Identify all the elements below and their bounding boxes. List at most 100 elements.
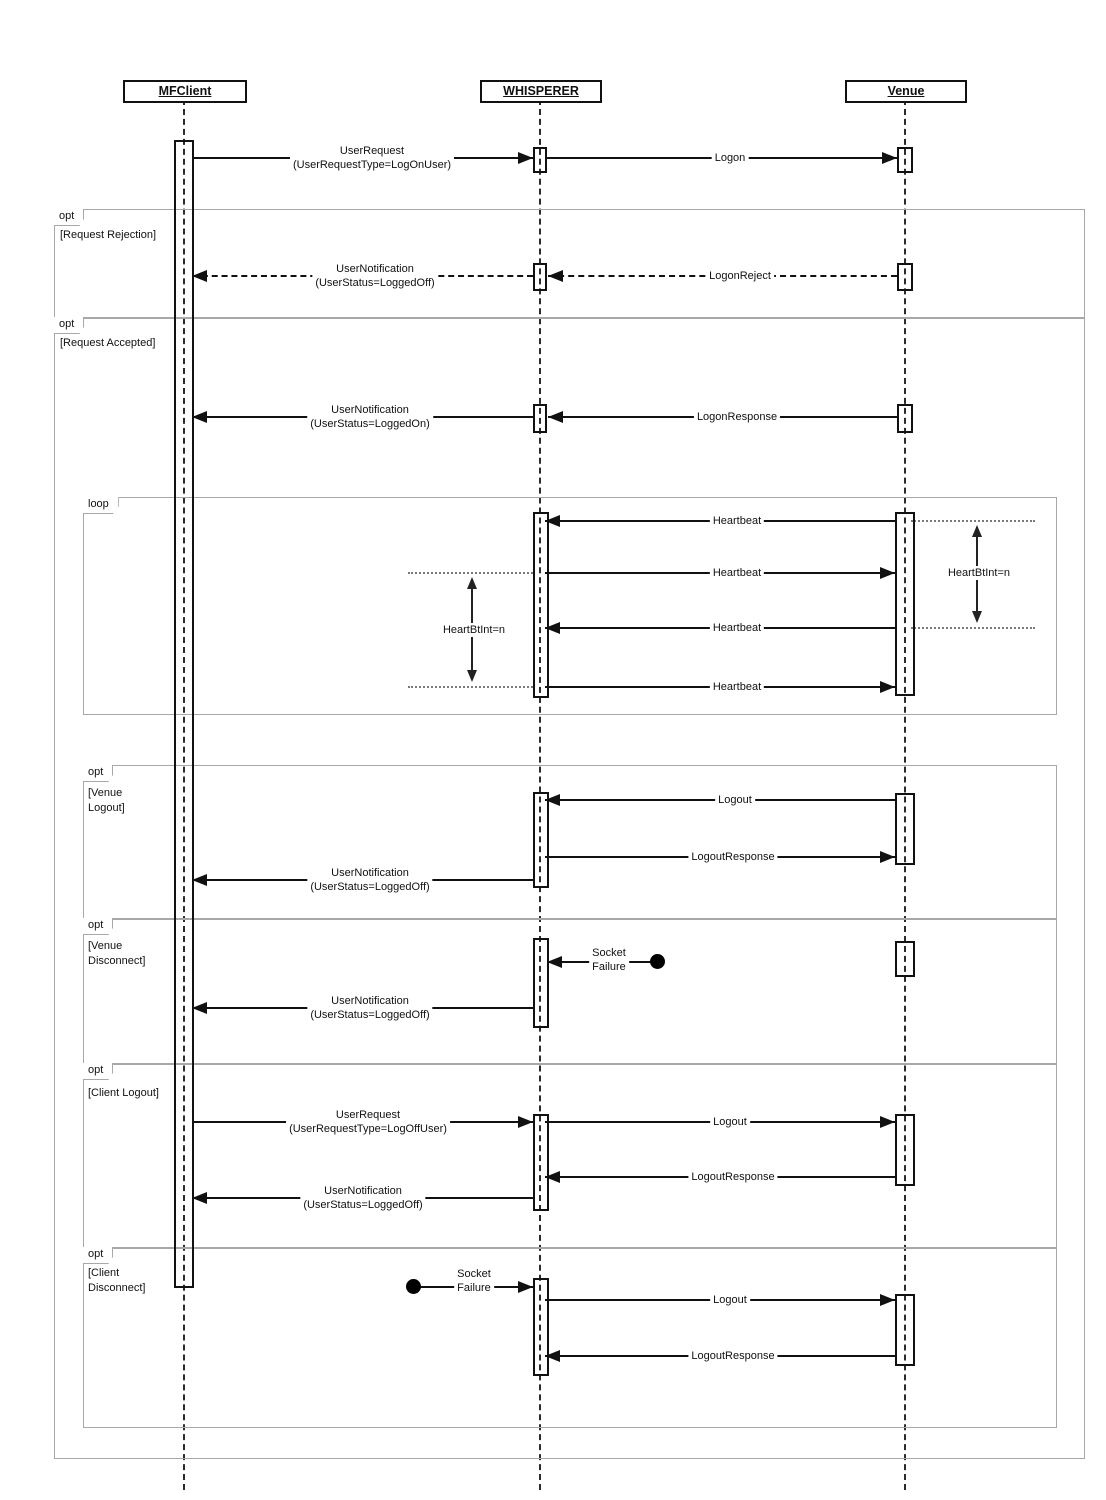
activation-mfclient-session bbox=[174, 140, 194, 1288]
message-label-logout-response: LogoutResponse bbox=[688, 1170, 778, 1184]
frame-opt-venue-logout bbox=[83, 765, 1057, 920]
message-label-logout: Logout bbox=[715, 793, 755, 807]
activation-venue-vlogout bbox=[895, 793, 915, 865]
guide-dotted-right-bottom bbox=[911, 627, 1035, 629]
arrowhead bbox=[545, 515, 560, 527]
message-label-socket-failure-venue: Socket Failure bbox=[589, 946, 629, 974]
arrowhead bbox=[547, 956, 562, 968]
message-label-user-request-logoff: UserRequest (UserRequestType=LogOffUser) bbox=[286, 1108, 450, 1136]
activation-venue-cdisc bbox=[895, 1294, 915, 1366]
arrowhead bbox=[545, 1350, 560, 1362]
message-label-heartbeat: Heartbeat bbox=[709, 621, 765, 635]
activation-venue-vdisc bbox=[895, 941, 915, 977]
label-heartbtint-right: HeartBtInt=n bbox=[944, 566, 1014, 580]
message-label-user-notification-loggedoff-reject: UserNotification (UserStatus=LoggedOff) bbox=[312, 262, 438, 290]
arrowhead bbox=[545, 622, 560, 634]
activation-venue-loop bbox=[895, 512, 915, 696]
frame-opt-client-logout bbox=[83, 1063, 1057, 1249]
activation-whisperer-loop bbox=[533, 512, 549, 698]
lifeline-whisperer bbox=[539, 99, 541, 1490]
guide-dotted-left-bottom bbox=[408, 686, 533, 688]
frame-opt-request-rejection bbox=[54, 209, 1085, 319]
message-label-logon-reject: LogonReject bbox=[706, 269, 774, 283]
found-message-dot-venue bbox=[650, 954, 665, 969]
arrowhead bbox=[880, 851, 895, 863]
message-label-heartbeat: Heartbeat bbox=[709, 514, 765, 528]
message-label-user-notification-loggedon: UserNotification (UserStatus=LoggedOn) bbox=[307, 403, 433, 431]
arrowhead-down bbox=[972, 611, 982, 623]
message-label-socket-failure-client: Socket Failure bbox=[454, 1267, 494, 1295]
actor-mfclient: MFClient bbox=[123, 80, 247, 103]
guard-client-disconnect: [Client Disconnect] bbox=[88, 1267, 146, 1294]
arrowhead bbox=[518, 1116, 533, 1128]
lifeline-mfclient bbox=[183, 99, 185, 1490]
arrowhead bbox=[548, 411, 563, 423]
activation-whisperer-logon bbox=[533, 147, 547, 173]
activation-venue-response bbox=[897, 404, 913, 433]
frame-loop-heartbeat bbox=[83, 497, 1057, 715]
frame-tab-opt: opt bbox=[83, 765, 114, 782]
message-label-user-notification-clogout: UserNotification (UserStatus=LoggedOff) bbox=[300, 1184, 426, 1212]
found-message-dot-client bbox=[406, 1279, 421, 1294]
arrowhead bbox=[880, 1116, 895, 1128]
arrowhead-down bbox=[467, 670, 477, 682]
activation-whisperer-clogout bbox=[533, 1114, 549, 1211]
frame-tab-opt: opt bbox=[54, 209, 85, 226]
guard-request-rejection: [Request Rejection] bbox=[60, 229, 156, 241]
message-label-heartbeat: Heartbeat bbox=[709, 680, 765, 694]
activation-venue-clogout bbox=[895, 1114, 915, 1186]
arrowhead bbox=[192, 1192, 207, 1204]
arrowhead bbox=[548, 270, 563, 282]
frame-opt-client-disconnect bbox=[83, 1247, 1057, 1428]
frame-tab-opt: opt bbox=[83, 1063, 114, 1080]
arrowhead bbox=[880, 567, 895, 579]
arrowhead bbox=[880, 1294, 895, 1306]
frame-tab-opt: opt bbox=[54, 317, 85, 334]
arrowhead bbox=[192, 874, 207, 886]
frame-tab-opt: opt bbox=[83, 918, 114, 935]
message-label-logout-response: LogoutResponse bbox=[688, 1349, 778, 1363]
message-label-user-notification-vdisc: UserNotification (UserStatus=LoggedOff) bbox=[307, 994, 433, 1022]
arrowhead bbox=[518, 152, 533, 164]
arrowhead bbox=[545, 1171, 560, 1183]
activation-venue-reject bbox=[897, 263, 913, 291]
arrowhead bbox=[880, 681, 895, 693]
guard-request-accepted: [Request Accepted] bbox=[60, 337, 156, 349]
actor-venue: Venue bbox=[845, 80, 967, 103]
message-label-logon-response: LogonResponse bbox=[693, 410, 781, 424]
message-label-logout: Logout bbox=[710, 1115, 750, 1129]
message-label-heartbeat: Heartbeat bbox=[709, 566, 765, 580]
arrowhead bbox=[192, 1002, 207, 1014]
guide-dotted-left-top bbox=[408, 572, 533, 574]
message-label-user-request-logon: UserRequest (UserRequestType=LogOnUser) bbox=[289, 144, 455, 172]
guide-dotted-right-top bbox=[911, 520, 1035, 522]
actor-whisperer: WHISPERER bbox=[480, 80, 602, 103]
actor-label-whisperer: WHISPERER bbox=[503, 84, 579, 98]
guard-venue-logout: [Venue Logout] bbox=[88, 787, 125, 814]
arrowhead bbox=[882, 152, 897, 164]
guard-venue-disconnect: [Venue Disconnect] bbox=[88, 940, 146, 967]
arrowhead bbox=[518, 1281, 533, 1293]
arrowhead bbox=[192, 411, 207, 423]
message-label-logout: Logout bbox=[710, 1293, 750, 1307]
activation-venue-logon bbox=[897, 147, 913, 173]
frame-tab-loop: loop bbox=[83, 497, 119, 514]
activation-whisperer-reject bbox=[533, 263, 547, 291]
actor-label-mfclient: MFClient bbox=[158, 84, 212, 98]
guard-client-logout: [Client Logout] bbox=[88, 1087, 159, 1099]
label-heartbtint-left: HeartBtInt=n bbox=[439, 623, 509, 637]
activation-whisperer-vlogout bbox=[533, 792, 549, 888]
actor-label-venue: Venue bbox=[887, 84, 925, 98]
arrowhead bbox=[545, 794, 560, 806]
activation-whisperer-cdisc bbox=[533, 1278, 549, 1376]
message-label-user-notification-vlogout: UserNotification (UserStatus=LoggedOff) bbox=[307, 866, 433, 894]
frame-opt-request-accepted bbox=[54, 317, 1085, 1459]
arrowhead-up bbox=[972, 525, 982, 537]
activation-whisperer-response bbox=[533, 404, 547, 433]
arrowhead-up bbox=[467, 577, 477, 589]
message-label-logout-response: LogoutResponse bbox=[688, 850, 778, 864]
arrowhead bbox=[192, 270, 207, 282]
activation-whisperer-vdisc bbox=[533, 938, 549, 1028]
frame-tab-opt: opt bbox=[83, 1247, 114, 1264]
